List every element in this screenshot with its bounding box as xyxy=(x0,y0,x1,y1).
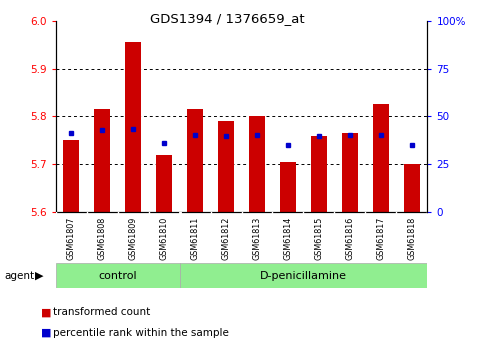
Bar xyxy=(180,263,427,288)
Bar xyxy=(94,109,110,212)
Text: GSM61810: GSM61810 xyxy=(159,216,169,259)
Bar xyxy=(156,155,172,212)
Text: D-penicillamine: D-penicillamine xyxy=(260,271,347,280)
Text: ■: ■ xyxy=(41,328,51,338)
Text: GSM61807: GSM61807 xyxy=(67,216,75,260)
Bar xyxy=(56,263,180,288)
Text: GSM61812: GSM61812 xyxy=(222,216,230,260)
Text: control: control xyxy=(98,271,137,280)
Text: GSM61815: GSM61815 xyxy=(314,216,324,260)
Bar xyxy=(249,117,265,212)
Text: transformed count: transformed count xyxy=(53,307,150,317)
Bar xyxy=(218,121,234,212)
Text: ■: ■ xyxy=(41,307,51,317)
Bar xyxy=(373,105,389,212)
Text: GSM61814: GSM61814 xyxy=(284,216,293,259)
Bar xyxy=(63,140,79,212)
Bar xyxy=(342,133,358,212)
Bar xyxy=(125,42,141,212)
Bar xyxy=(404,164,420,212)
Text: GSM61813: GSM61813 xyxy=(253,216,261,259)
Text: GSM61816: GSM61816 xyxy=(345,216,355,259)
Text: GSM61818: GSM61818 xyxy=(408,216,416,259)
Text: agent: agent xyxy=(5,271,35,281)
Bar xyxy=(280,162,296,212)
Text: GSM61809: GSM61809 xyxy=(128,216,138,260)
Bar xyxy=(187,109,203,212)
Text: GSM61811: GSM61811 xyxy=(190,216,199,259)
Text: ▶: ▶ xyxy=(35,271,44,281)
Text: GDS1394 / 1376659_at: GDS1394 / 1376659_at xyxy=(150,12,304,25)
Bar xyxy=(311,136,327,212)
Text: GSM61808: GSM61808 xyxy=(98,216,107,259)
Text: percentile rank within the sample: percentile rank within the sample xyxy=(53,328,229,338)
Text: GSM61817: GSM61817 xyxy=(376,216,385,260)
